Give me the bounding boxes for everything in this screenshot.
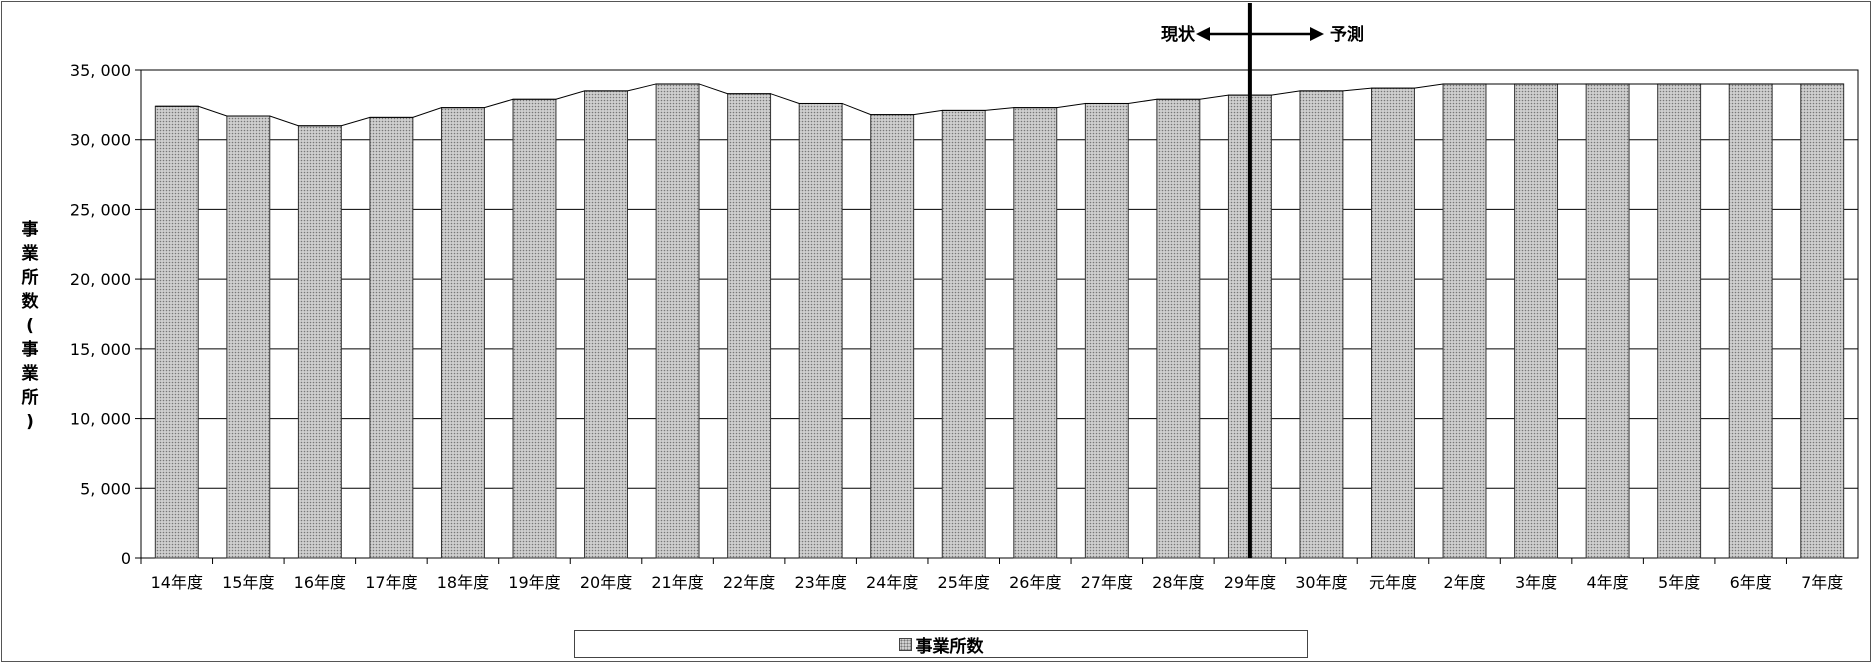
- x-tick-label: 30年度: [1295, 573, 1347, 592]
- bar: [584, 90, 628, 559]
- x-tick-label: 5年度: [1658, 573, 1700, 592]
- y-tick-label: 10, 000: [70, 410, 131, 429]
- y-axis-label-char: 事: [22, 220, 39, 240]
- x-tick-label: 7年度: [1801, 573, 1843, 592]
- y-axis-label-char: 数: [22, 291, 40, 312]
- x-tick-label: 17年度: [365, 573, 417, 592]
- bar: [226, 115, 271, 559]
- x-tick-label: 28年度: [1152, 573, 1204, 592]
- legend-swatch: [898, 637, 912, 651]
- arrow-left-head: [1196, 27, 1210, 41]
- x-tick-label: 18年度: [437, 573, 489, 592]
- bar: [941, 109, 986, 559]
- x-tick-label: 24年度: [866, 573, 918, 592]
- bar: [1800, 83, 1845, 559]
- x-tick-label: 2年度: [1443, 573, 1485, 592]
- x-tick-label: 23年度: [794, 573, 846, 592]
- y-axis-label-char: 事: [22, 340, 39, 360]
- x-tick-label: 27年度: [1081, 573, 1133, 592]
- y-tick-label: 30, 000: [70, 131, 131, 150]
- bar: [1585, 83, 1630, 559]
- x-tick-label: 3年度: [1515, 573, 1557, 592]
- legend: 事業所数: [574, 630, 1308, 658]
- bar: [1299, 90, 1344, 559]
- x-tick-label: 16年度: [294, 573, 346, 592]
- x-tick-label: 15年度: [222, 573, 274, 592]
- bar: [440, 107, 485, 559]
- annotation-forecast: 予測: [1330, 24, 1364, 45]
- x-tick-label: 4年度: [1587, 573, 1629, 592]
- annotation-current: 現状: [1161, 24, 1196, 45]
- y-axis-label-char: 業: [22, 243, 39, 264]
- y-axis-label-char: 業: [22, 363, 39, 384]
- y-tick-label: 0: [121, 549, 131, 568]
- bar: [1156, 98, 1201, 559]
- bar: [1728, 83, 1773, 559]
- x-tick-label: 26年度: [1009, 573, 1061, 592]
- y-tick-label: 5, 000: [80, 479, 131, 498]
- x-tick-label: 25年度: [938, 573, 990, 592]
- bar: [1657, 83, 1702, 559]
- bar: [369, 116, 414, 559]
- x-tick-label: 21年度: [651, 573, 703, 592]
- bar: [512, 98, 557, 559]
- y-axis-label-char: 所: [22, 268, 39, 288]
- arrow-right-head: [1310, 27, 1324, 41]
- x-tick-label: 20年度: [580, 573, 632, 592]
- x-tick-label: 29年度: [1224, 573, 1276, 592]
- bar: [655, 83, 700, 559]
- x-tick-label: 19年度: [508, 573, 560, 592]
- bar: [1442, 83, 1487, 559]
- bar: [297, 125, 342, 559]
- bar: [1371, 87, 1415, 559]
- x-tick-label: 6年度: [1730, 573, 1772, 592]
- legend-label: 事業所数: [915, 636, 984, 657]
- y-axis-label-char: 所: [22, 388, 39, 408]
- bar: [1514, 83, 1559, 559]
- x-tick-label: 14年度: [151, 573, 203, 592]
- y-tick-label: 35, 000: [70, 61, 131, 80]
- bar-top-line: [155, 83, 1844, 127]
- x-tick-label: 22年度: [723, 573, 775, 592]
- bar: [1084, 102, 1129, 559]
- bar: [870, 114, 915, 559]
- y-tick-label: 20, 000: [70, 270, 131, 289]
- bar: [798, 102, 843, 559]
- y-tick-label: 25, 000: [70, 200, 131, 219]
- y-axis-label-char: (: [26, 316, 34, 336]
- x-tick-label: 元年度: [1369, 573, 1417, 592]
- y-axis-label-char: ): [26, 412, 34, 432]
- y-tick-label: 15, 000: [70, 340, 131, 359]
- bar: [727, 93, 772, 559]
- bar: [1013, 107, 1058, 559]
- bar: [154, 105, 199, 559]
